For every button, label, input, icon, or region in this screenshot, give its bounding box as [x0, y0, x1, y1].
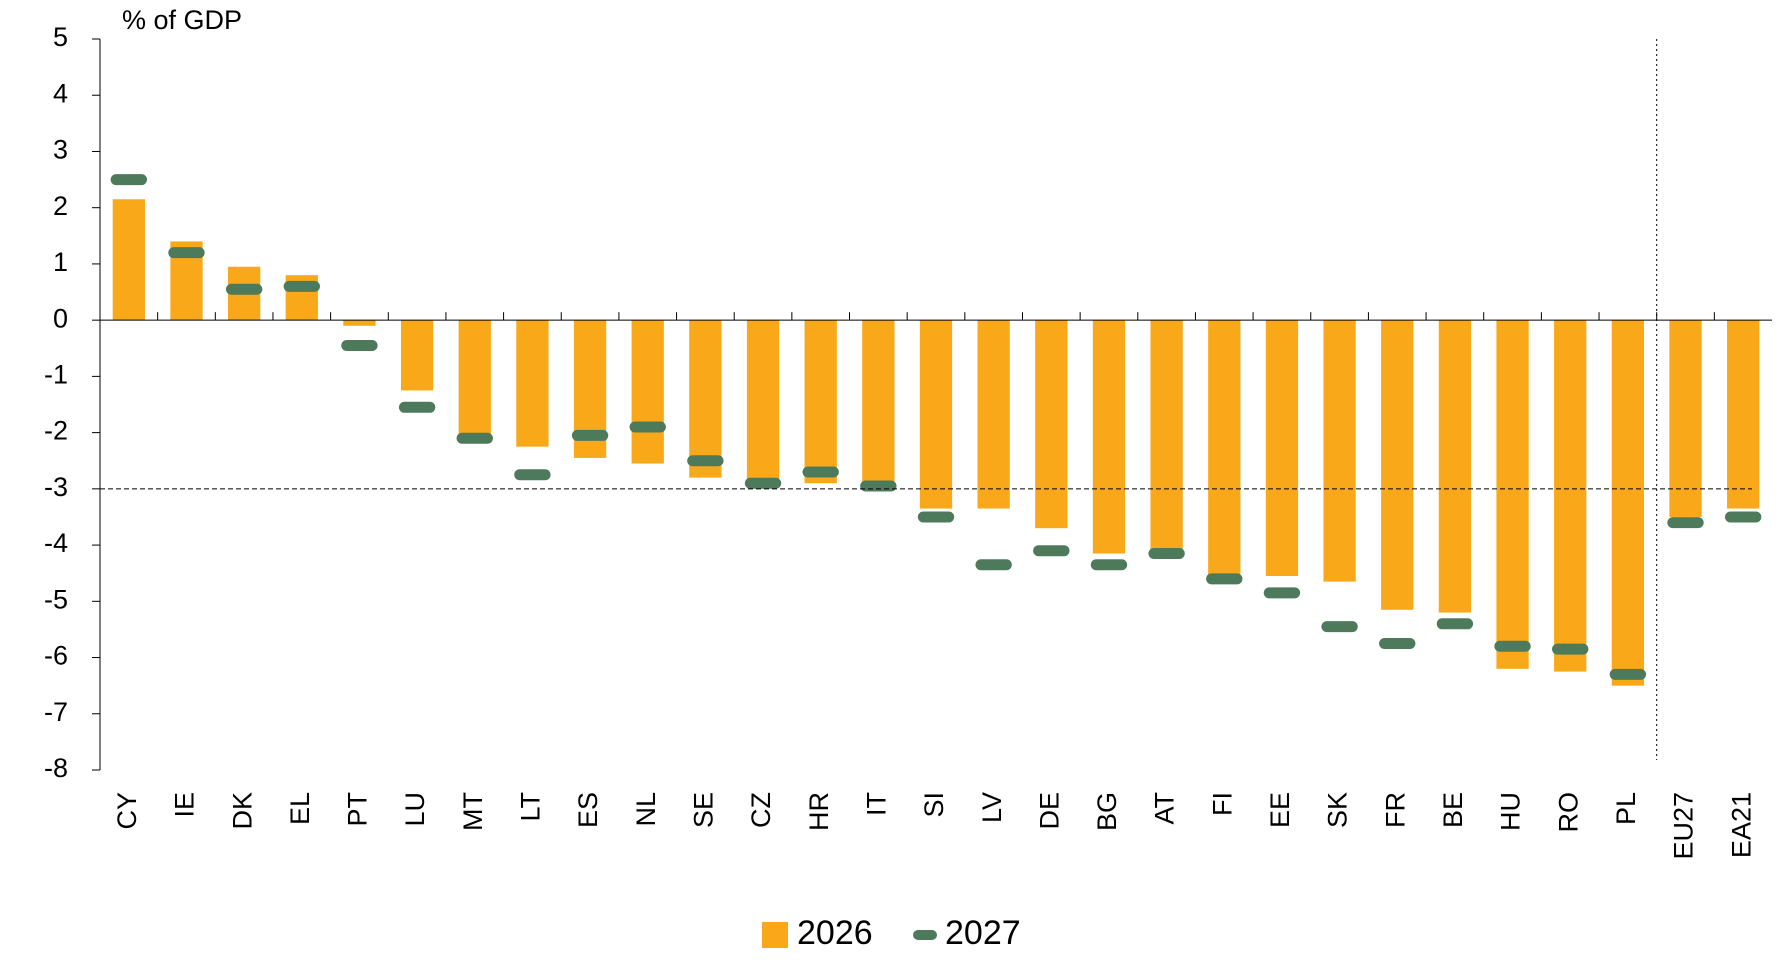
- y-tick-label: 2: [53, 191, 68, 221]
- bar: [400, 320, 434, 391]
- x-tick-label: SI: [919, 792, 949, 818]
- bar: [1554, 320, 1587, 672]
- x-tick-label: EL: [285, 792, 315, 825]
- y-tick-label: -1: [44, 360, 68, 390]
- x-tick-label: NL: [631, 792, 661, 827]
- x-tick-label: HR: [804, 792, 834, 831]
- bar: [1381, 320, 1414, 610]
- bar: [458, 320, 491, 436]
- legend-swatch: [762, 922, 788, 948]
- x-tick-label: FR: [1380, 792, 1410, 828]
- bar: [1208, 320, 1241, 582]
- bar: [1265, 320, 1299, 577]
- legend-label: 2027: [945, 914, 1021, 952]
- bar: [1496, 320, 1529, 669]
- bar: [112, 199, 145, 321]
- bar: [1669, 320, 1702, 517]
- bar: [977, 320, 1010, 509]
- bar: [1323, 320, 1356, 582]
- y-tick-label: 0: [53, 303, 68, 333]
- bar: [804, 320, 837, 484]
- legend-label: 2026: [797, 914, 873, 952]
- y-tick-label: -8: [44, 753, 68, 783]
- x-tick-label: RO: [1553, 792, 1583, 833]
- bar: [1611, 320, 1645, 686]
- x-tick-label: FI: [1207, 792, 1237, 816]
- bar: [516, 320, 549, 447]
- x-tick-label: SK: [1323, 792, 1353, 828]
- x-tick-label: IE: [170, 792, 200, 818]
- x-tick-label: BG: [1092, 792, 1122, 831]
- y-tick-label: -6: [44, 641, 68, 671]
- bar: [862, 320, 895, 489]
- x-tick-label: CY: [112, 792, 142, 830]
- x-tick-label: BE: [1438, 792, 1468, 828]
- x-tick-label: ES: [573, 792, 603, 828]
- bar: [746, 320, 780, 487]
- y-tick-label: 5: [53, 22, 68, 52]
- y-axis-label: % of GDP: [122, 5, 242, 35]
- x-tick-label: EE: [1265, 792, 1295, 828]
- bar: [689, 320, 722, 478]
- x-tick-label: DE: [1034, 792, 1064, 830]
- y-tick-label: 3: [53, 135, 68, 165]
- x-tick-label: MT: [458, 792, 488, 831]
- bar: [1150, 320, 1183, 557]
- bar: [631, 320, 664, 464]
- bar: [1727, 320, 1760, 509]
- bar: [343, 320, 376, 326]
- y-tick-label: -2: [44, 416, 68, 446]
- bar: [919, 320, 953, 509]
- bar: [1035, 320, 1068, 529]
- y-tick-label: -7: [44, 697, 68, 727]
- y-tick-label: 4: [53, 78, 68, 108]
- y-tick-label: 1: [53, 247, 68, 277]
- x-tick-label: EU27: [1669, 792, 1699, 860]
- x-tick-label: SE: [689, 792, 719, 828]
- x-tick-label: PL: [1611, 792, 1641, 825]
- x-tick-label: LT: [516, 792, 546, 822]
- x-tick-label: CZ: [746, 792, 776, 828]
- x-tick-label: LV: [977, 792, 1007, 823]
- y-tick-label: -4: [44, 528, 68, 558]
- x-tick-label: LU: [400, 792, 430, 827]
- x-tick-label: DK: [227, 792, 257, 830]
- x-tick-label: IT: [861, 792, 891, 816]
- y-tick-label: -3: [44, 472, 68, 502]
- x-tick-label: PT: [343, 792, 373, 827]
- bar: [1092, 320, 1126, 554]
- x-tick-label: HU: [1496, 792, 1526, 831]
- y-tick-label: -5: [44, 584, 68, 614]
- x-tick-label: EA21: [1726, 792, 1756, 858]
- x-tick-label: AT: [1150, 792, 1180, 825]
- bar: [1438, 320, 1472, 613]
